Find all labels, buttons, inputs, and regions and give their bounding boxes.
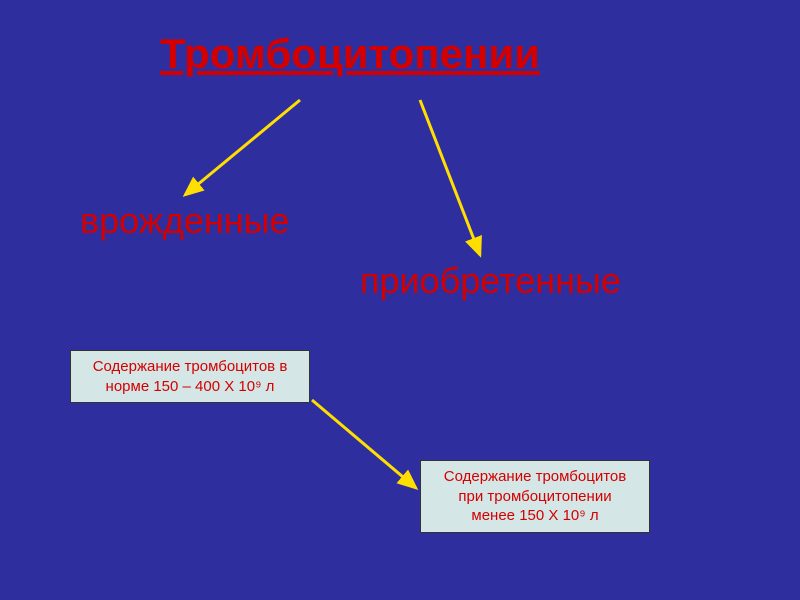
- diagram-title: Тромбоцитопении: [160, 30, 540, 78]
- box-line: Содержание тромбоцитов: [431, 467, 639, 487]
- box-line: при тромбоцитопении: [431, 487, 639, 507]
- box-normal-count: Содержание тромбоцитов внорме 150 – 400 …: [70, 350, 310, 403]
- category-acquired: приобретенные: [360, 260, 621, 302]
- arrow-2: [312, 400, 416, 488]
- arrow-0: [185, 100, 300, 195]
- box-line: Содержание тромбоцитов в: [81, 357, 299, 377]
- box-line: норме 150 – 400 Х 10⁹ л: [81, 377, 299, 397]
- category-congenital: врожденные: [80, 200, 290, 242]
- box-low-count: Содержание тромбоцитовпри тромбоцитопени…: [420, 460, 650, 533]
- arrow-1: [420, 100, 480, 255]
- box-line: менее 150 Х 10⁹ л: [431, 506, 639, 526]
